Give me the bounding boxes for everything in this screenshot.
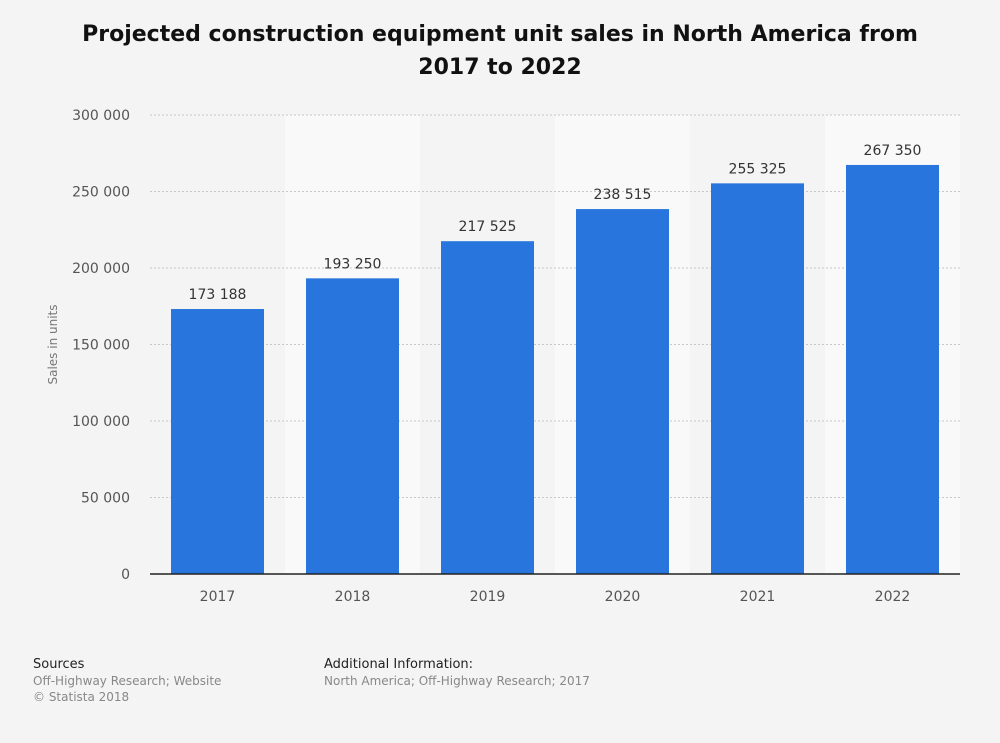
additional-info-heading: Additional Information: — [324, 657, 474, 672]
x-tick-label: 2018 — [335, 589, 371, 605]
y-tick-label: 0 — [121, 567, 130, 583]
x-tick-label: 2019 — [470, 589, 506, 605]
bar — [306, 278, 399, 574]
bar — [711, 183, 804, 574]
x-tick-label: 2021 — [740, 589, 776, 605]
bar — [846, 164, 939, 574]
data-label: 173 188 — [189, 287, 247, 303]
y-tick-label: 200 000 — [72, 261, 130, 277]
y-tick-label: 300 000 — [72, 108, 130, 124]
sources-heading: Sources — [33, 657, 85, 672]
bar — [576, 209, 669, 574]
y-axis-label: Sales in units — [46, 304, 60, 384]
y-tick-label: 250 000 — [72, 185, 130, 201]
x-tick-label: 2017 — [200, 589, 236, 605]
data-label: 193 250 — [324, 256, 382, 272]
additional-info-block: Additional Information: North America; O… — [324, 657, 590, 689]
y-tick-label: 50 000 — [81, 491, 130, 507]
bar — [441, 241, 534, 574]
additional-info-text: North America; Off-Highway Research; 201… — [324, 674, 590, 688]
data-label: 238 515 — [594, 187, 652, 203]
bar — [171, 309, 264, 574]
copyright-text: © Statista 2018 — [33, 690, 130, 704]
x-tick-label: 2020 — [605, 589, 641, 605]
data-label: 255 325 — [729, 161, 787, 177]
y-tick-label: 100 000 — [72, 414, 130, 430]
sources-block: Sources Off-Highway Research; Website © … — [33, 657, 221, 705]
data-label: 267 350 — [864, 143, 922, 159]
sources-text: Off-Highway Research; Website — [33, 674, 222, 688]
y-tick-label: 150 000 — [72, 338, 130, 354]
data-label: 217 525 — [459, 219, 517, 235]
x-tick-label: 2022 — [875, 589, 911, 605]
chart-title: Projected construction equipment unit sa… — [82, 22, 918, 80]
